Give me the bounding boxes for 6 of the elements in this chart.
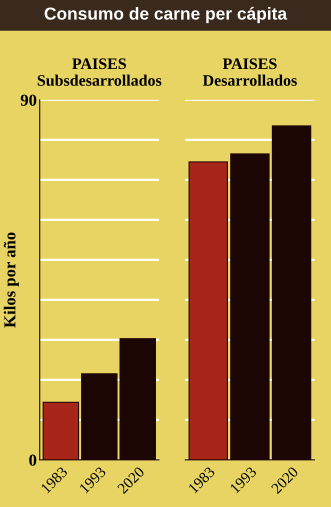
y-tick-label: 90 (20, 94, 36, 106)
y-axis-title: Kilos por año (4, 232, 19, 328)
chart-subtitle: PAISES Desarrollados (202, 58, 297, 86)
chart-title: Consumo de carne per cápita (44, 6, 288, 24)
chart-subtitle: PAISES Subsdesarrollados (38, 58, 162, 86)
y-tick-label: 0 (29, 454, 36, 466)
